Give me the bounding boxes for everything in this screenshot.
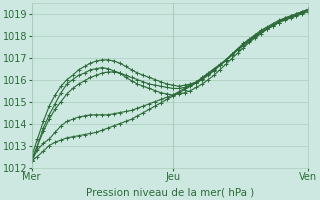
X-axis label: Pression niveau de la mer( hPa ): Pression niveau de la mer( hPa ) (86, 187, 254, 197)
